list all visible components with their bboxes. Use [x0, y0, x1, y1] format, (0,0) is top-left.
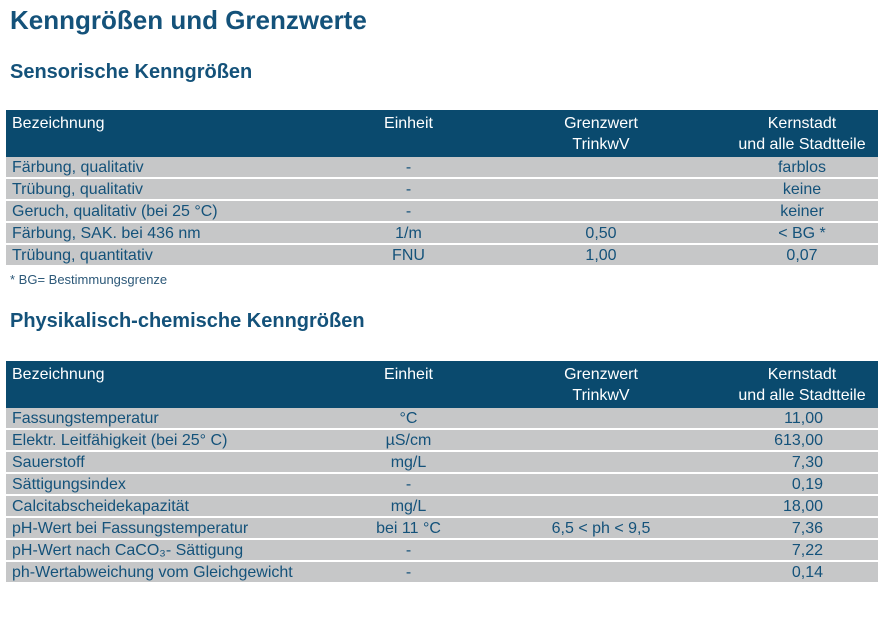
- footnote: * BG= Bestimmungsgrenze: [10, 272, 168, 287]
- column-header: Grenzwert TrinkwV: [564, 115, 638, 153]
- table-row: Geruch, qualitativ (bei 25 °C) - keiner: [6, 201, 878, 223]
- table-cell: < BG *: [778, 225, 826, 242]
- table-row: Trübung, qualitativ - keine: [6, 179, 878, 201]
- table-row: Färbung, SAK. bei 436 nm 1/m 0,50 < BG *: [6, 223, 878, 245]
- table-cell: pH-Wert nach CaCO₃- Sättigung: [12, 542, 244, 559]
- table-cell: [476, 201, 726, 221]
- table-cell: [476, 452, 726, 472]
- table-cell: -: [405, 181, 412, 198]
- table-cell: Färbung, qualitativ: [12, 159, 144, 176]
- table-cell: Calcitabscheidekapazität: [12, 498, 189, 515]
- table-cell: -: [405, 564, 412, 581]
- table-header-row: Bezeichnung Einheit Grenzwert TrinkwV Kernst…: [6, 110, 878, 157]
- table-cell: Fassungstemperatur: [12, 410, 159, 427]
- table-cell: pH-Wert bei Fassungstemperatur: [12, 520, 249, 537]
- table-cell: 613,00: [774, 432, 823, 449]
- section-title-physikalisch: Physikalisch-chemische Kenngrößen: [10, 310, 365, 332]
- table-row: pH-Wert bei Fassungstemperatur bei 11 °C 6…: [6, 518, 878, 540]
- table-row: ph-Wertabweichung vom Gleichgewicht - 0,14: [6, 562, 878, 584]
- table-cell: Geruch, qualitativ (bei 25 °C): [12, 203, 218, 220]
- section-title-sensorische: Sensorische Kenngrößen: [10, 61, 253, 83]
- table-cell: Sauerstoff: [12, 454, 85, 471]
- table-body: Färbung, qualitativ - farblos Trübung, qual…: [6, 157, 878, 267]
- table-body: Fassungstemperatur °C 11,00 Elektr. Leitfäh…: [6, 408, 878, 584]
- table-cell: mg/L: [390, 498, 427, 515]
- table-cell: Trübung, qualitativ: [12, 181, 144, 198]
- column-header: Einheit: [384, 115, 433, 132]
- table-cell: 0,14: [791, 564, 823, 581]
- table-cell: 18,00: [782, 498, 823, 515]
- table-cell: 0,19: [791, 476, 823, 493]
- table-cell: 7,30: [791, 454, 823, 471]
- table-cell: Elektr. Leitfähigkeit (bei 25° C): [12, 432, 228, 449]
- column-header: Bezeichnung: [12, 366, 105, 383]
- table-row: Calcitabscheidekapazität mg/L 18,00: [6, 496, 878, 518]
- table-cell: 1,00: [585, 247, 617, 264]
- table-cell: µS/cm: [385, 432, 432, 449]
- table-cell: -: [405, 542, 412, 559]
- table-cell: mg/L: [390, 454, 427, 471]
- table-cell: [476, 540, 726, 560]
- table-cell: 0,07: [786, 247, 818, 264]
- table-cell: [476, 562, 726, 582]
- table-cell: Trübung, quantitativ: [12, 247, 153, 264]
- table-row: Elektr. Leitfähigkeit (bei 25° C) µS/cm 61…: [6, 430, 878, 452]
- table-cell: [476, 430, 726, 450]
- table-cell: 0,50: [585, 225, 617, 242]
- table-row: Trübung, quantitativ FNU 1,00 0,07: [6, 245, 878, 267]
- table-cell: [476, 474, 726, 494]
- table-row: Sättigungsindex - 0,19: [6, 474, 878, 496]
- table-cell: FNU: [392, 247, 425, 264]
- table-cell: °C: [399, 410, 418, 427]
- table-header-row: Bezeichnung Einheit Grenzwert TrinkwV Kernst…: [6, 361, 878, 408]
- table-row: Sauerstoff mg/L 7,30: [6, 452, 878, 474]
- page-title: Kenngrößen und Grenzwerte: [10, 5, 367, 35]
- table-row: Fassungstemperatur °C 11,00: [6, 408, 878, 430]
- column-header: Grenzwert TrinkwV: [564, 366, 638, 404]
- physikalisch-table: Bezeichnung Einheit Grenzwert TrinkwV Kernst…: [6, 361, 878, 584]
- column-header: Bezeichnung: [12, 115, 105, 132]
- table-cell: keiner: [780, 203, 824, 220]
- column-header: Einheit: [384, 366, 433, 383]
- table-cell: -: [405, 159, 412, 176]
- table-cell: 6,5 < ph < 9,5: [551, 520, 651, 537]
- table-cell: ph-Wertabweichung vom Gleichgewicht: [12, 564, 293, 581]
- table-cell: keine: [782, 181, 822, 198]
- table-cell: Färbung, SAK. bei 436 nm: [12, 225, 201, 242]
- table-cell: -: [405, 203, 412, 220]
- table-cell: [476, 408, 726, 428]
- table-cell: bei 11 °C: [376, 520, 441, 537]
- table-cell: 1/m: [395, 225, 422, 242]
- table-cell: 11,00: [784, 410, 823, 427]
- table-cell: -: [405, 476, 412, 493]
- table-cell: Sättigungsindex: [12, 476, 126, 493]
- table-cell: [476, 496, 726, 516]
- table-cell: [476, 157, 726, 177]
- table-cell: 7,36: [791, 520, 823, 537]
- table-cell: [476, 179, 726, 199]
- column-header: Kernstadt und alle Stadtteile: [738, 366, 866, 404]
- table-row: Färbung, qualitativ - farblos: [6, 157, 878, 179]
- table-cell: 7,22: [791, 542, 823, 559]
- sensorische-table: Bezeichnung Einheit Grenzwert TrinkwV Kernst…: [6, 110, 878, 267]
- column-header: Kernstadt und alle Stadtteile: [738, 115, 866, 153]
- table-cell: farblos: [777, 159, 827, 176]
- table-row: pH-Wert nach CaCO₃- Sättigung - 7,22: [6, 540, 878, 562]
